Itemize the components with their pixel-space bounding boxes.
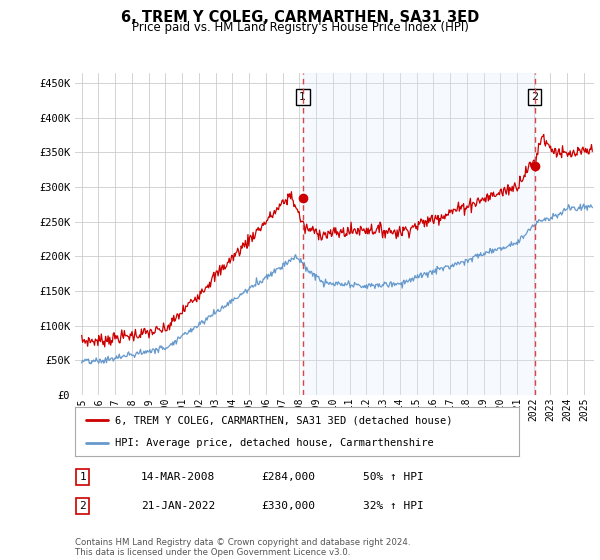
Text: £330,000: £330,000	[261, 501, 315, 511]
Text: Contains HM Land Registry data © Crown copyright and database right 2024.
This d: Contains HM Land Registry data © Crown c…	[75, 538, 410, 557]
Text: 6, TREM Y COLEG, CARMARTHEN, SA31 3ED (detached house): 6, TREM Y COLEG, CARMARTHEN, SA31 3ED (d…	[115, 416, 452, 426]
Text: HPI: Average price, detached house, Carmarthenshire: HPI: Average price, detached house, Carm…	[115, 438, 434, 448]
Text: 1: 1	[299, 92, 306, 102]
Text: 1: 1	[79, 472, 86, 482]
Text: 32% ↑ HPI: 32% ↑ HPI	[363, 501, 424, 511]
Text: 6, TREM Y COLEG, CARMARTHEN, SA31 3ED: 6, TREM Y COLEG, CARMARTHEN, SA31 3ED	[121, 10, 479, 25]
Text: 50% ↑ HPI: 50% ↑ HPI	[363, 472, 424, 482]
Text: 21-JAN-2022: 21-JAN-2022	[141, 501, 215, 511]
Text: 2: 2	[531, 92, 538, 102]
Text: 2: 2	[79, 501, 86, 511]
Text: 14-MAR-2008: 14-MAR-2008	[141, 472, 215, 482]
Bar	[302, 73, 535, 395]
Text: Price paid vs. HM Land Registry's House Price Index (HPI): Price paid vs. HM Land Registry's House …	[131, 21, 469, 34]
Text: £284,000: £284,000	[261, 472, 315, 482]
